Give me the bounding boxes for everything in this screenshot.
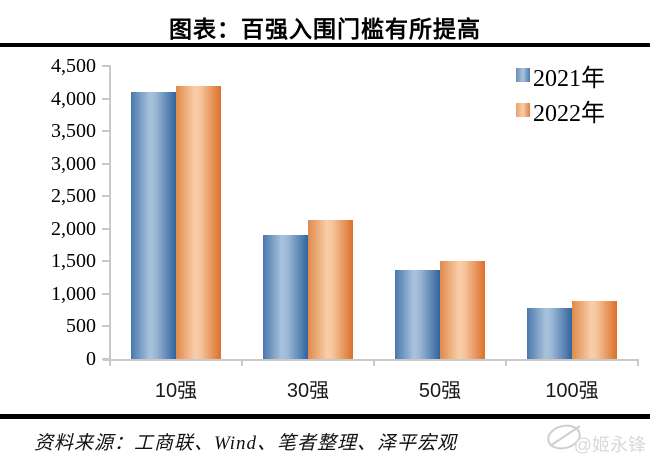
bar-2022年-30强 bbox=[308, 219, 353, 359]
x-tick-mark bbox=[637, 360, 639, 366]
x-category-label: 100强 bbox=[545, 380, 599, 402]
y-tick-label: 0 bbox=[86, 348, 96, 370]
y-tick-mark bbox=[102, 325, 110, 328]
y-tick-mark bbox=[102, 292, 110, 295]
y-tick-mark bbox=[102, 195, 110, 198]
bar-2022年-10强 bbox=[176, 85, 221, 359]
y-tick-label: 500 bbox=[66, 315, 96, 338]
source-note: 资料来源：工商联、Wind、笔者整理、泽平宏观 bbox=[34, 433, 458, 454]
legend-swatch-2021-icon bbox=[516, 68, 530, 82]
legend-item-2022: 2022年 bbox=[516, 97, 605, 127]
bar-2021年-50强 bbox=[395, 269, 440, 359]
x-tick-mark bbox=[505, 360, 507, 366]
plot-area bbox=[102, 65, 639, 366]
bar-2022年-100强 bbox=[572, 301, 617, 359]
x-category-label: 50强 bbox=[418, 380, 462, 402]
y-tick-label: 3,500 bbox=[51, 120, 96, 143]
x-category-label: 10强 bbox=[154, 380, 198, 402]
y-tick-label: 4,500 bbox=[51, 55, 96, 77]
legend: 2021年 2022年 bbox=[516, 62, 605, 127]
y-tick-label: 2,000 bbox=[51, 217, 96, 240]
y-tick-label: 4,000 bbox=[51, 87, 96, 110]
x-axis-line bbox=[103, 359, 639, 361]
legend-label-2021: 2021年 bbox=[533, 65, 605, 92]
bar-2021年-10强 bbox=[131, 92, 176, 359]
bar-2021年-100强 bbox=[527, 308, 572, 359]
y-tick-label: 3,000 bbox=[51, 152, 96, 175]
legend-swatch-2022-icon bbox=[516, 103, 530, 117]
x-tick-mark bbox=[373, 360, 375, 366]
x-tick-mark bbox=[241, 360, 243, 366]
y-tick-mark bbox=[102, 227, 110, 230]
y-tick-mark bbox=[102, 97, 110, 100]
y-tick-label: 1,500 bbox=[51, 250, 96, 273]
bar-2021年-30强 bbox=[263, 235, 308, 359]
chart-title: 图表：百强入围门槛有所提高 bbox=[169, 17, 481, 42]
watermark: @姬永锋 bbox=[573, 435, 646, 455]
watermark-doodle-icon bbox=[547, 424, 581, 450]
legend-label-2022: 2022年 bbox=[533, 100, 605, 127]
y-tick-mark bbox=[102, 130, 110, 133]
y-axis-line bbox=[109, 65, 111, 361]
y-tick-label: 1,000 bbox=[51, 282, 96, 305]
bar-2022年-50强 bbox=[440, 261, 485, 359]
y-tick-mark bbox=[102, 162, 110, 165]
y-tick-label: 2,500 bbox=[51, 185, 96, 208]
y-tick-mark bbox=[102, 65, 110, 67]
y-tick-mark bbox=[102, 260, 110, 263]
top-divider bbox=[0, 43, 650, 47]
x-tick-mark bbox=[109, 360, 111, 366]
x-category-label: 30强 bbox=[286, 380, 330, 402]
legend-item-2021: 2021年 bbox=[516, 62, 605, 92]
y-tick-mark bbox=[102, 358, 110, 360]
bottom-divider bbox=[0, 414, 650, 419]
